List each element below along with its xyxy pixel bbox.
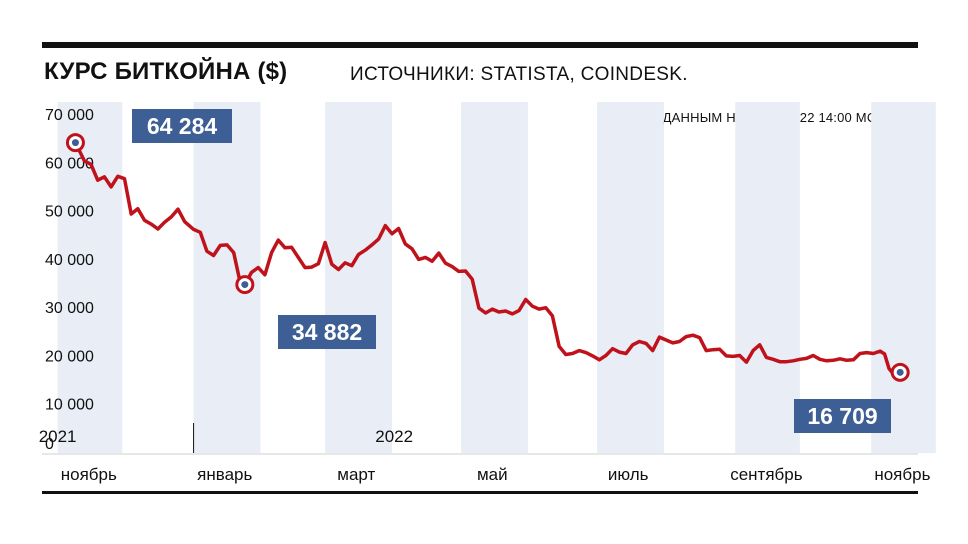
x-month-label-3: май <box>477 465 508 484</box>
x-month-label-5: сентябрь <box>730 465 803 484</box>
y-tick-label-3: 30 000 <box>45 300 94 317</box>
month-band-6 <box>871 102 936 453</box>
month-band-4 <box>597 102 664 453</box>
x-month-label-0: ноябрь <box>61 465 117 484</box>
annotation-value-0: 64 284 <box>147 113 218 139</box>
y-tick-label-1: 10 000 <box>45 397 94 414</box>
month-band-0 <box>57 102 123 453</box>
x-month-label-4: июль <box>608 465 649 484</box>
annotation-value-1: 34 882 <box>292 319 362 345</box>
bitcoin-price-line <box>73 140 902 377</box>
annotation-marker-dot-1 <box>241 281 249 289</box>
annotation-callout-1 <box>278 315 376 349</box>
year-label-2022: 2022 <box>375 427 413 446</box>
chart-source: ИСТОЧНИКИ: STATISTA, COINDESK. <box>350 64 688 85</box>
annotation-marker-dot-2 <box>896 368 904 376</box>
y-tick-label-2: 20 000 <box>45 348 94 365</box>
y-tick-label-5: 50 000 <box>45 204 94 221</box>
annotation-value-2: 16 709 <box>807 403 877 429</box>
x-month-label-1: январь <box>197 465 252 484</box>
bottom-rule <box>42 491 918 494</box>
y-tick-label-7: 70 000 <box>45 107 94 124</box>
annotation-callout-2 <box>794 399 891 433</box>
month-band-2 <box>325 102 392 453</box>
chart-title: КУРС БИТКОЙНА ($) <box>44 58 288 85</box>
y-tick-label-4: 40 000 <box>45 252 94 269</box>
x-month-label-6: ноябрь <box>874 465 930 484</box>
x-month-label-2: март <box>337 465 375 484</box>
annotation-callout-0 <box>132 109 232 143</box>
top-rule <box>42 42 918 48</box>
annotation-marker-dot-0 <box>71 139 79 147</box>
y-tick-label-0: 0 <box>45 436 54 453</box>
month-band-5 <box>735 102 800 453</box>
year-label-2021: 2021 <box>39 427 77 446</box>
